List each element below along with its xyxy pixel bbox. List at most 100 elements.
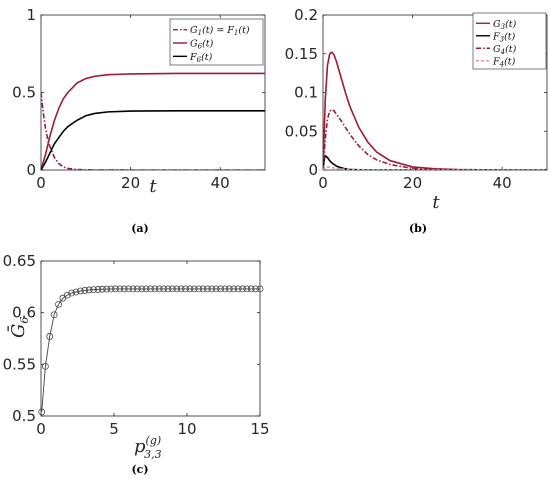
data-point	[98, 285, 106, 293]
y-tick-label: 0	[26, 161, 36, 179]
data-point	[55, 300, 62, 308]
x-tick-label: 40	[493, 174, 512, 192]
legend-label: F6(t)	[189, 52, 213, 64]
data-point	[90, 286, 97, 294]
panel-b: 0 20 40 0 0.05 0.1 0.15 0.2 t (b) G3(t)F3(t)G4(t)F…	[285, 6, 548, 235]
x-axis-label: t	[149, 176, 157, 197]
y-tick-label: 0.05	[285, 122, 318, 140]
data-point	[208, 285, 216, 293]
x-tick-label: 20	[121, 174, 140, 192]
data-point	[138, 285, 146, 293]
series-line-2	[323, 154, 547, 170]
legend-label: G3(t)	[493, 19, 517, 31]
data-point	[41, 362, 49, 370]
y-tick-label: 0.6	[12, 304, 36, 322]
x-tick-label: 0	[318, 174, 328, 192]
y-tick-label: 0.2	[294, 6, 318, 24]
data-point	[221, 285, 229, 293]
data-point	[199, 285, 207, 293]
y-tick-label: 0.1	[294, 84, 318, 102]
data-point	[256, 285, 264, 293]
data-point	[72, 288, 80, 296]
panel-caption: (c)	[131, 463, 148, 476]
legend-box	[472, 12, 547, 70]
data-point	[116, 285, 124, 293]
data-point	[120, 285, 128, 293]
data-point	[147, 285, 154, 293]
x-axis-label: t	[432, 192, 440, 213]
series-line-3	[41, 109, 265, 170]
series-line-1	[41, 92, 265, 170]
data-point	[112, 285, 119, 293]
panel-c: 0 5 10 15 0.5 0.55 0.6 0.65 p(g) 3,3 Ḡ6 (c)	[3, 252, 270, 476]
legend-label: F4(t)	[492, 56, 516, 68]
y-tick-label: 0.65	[3, 252, 36, 270]
legend-box	[169, 18, 264, 66]
data-point	[168, 285, 176, 293]
data-point	[151, 285, 159, 293]
y-tick-label: 1	[26, 6, 36, 24]
data-point	[173, 285, 181, 293]
x-axis-label: p(g) 3,3	[134, 434, 162, 461]
data-point	[164, 285, 172, 293]
y-tick-label: 0.55	[3, 355, 36, 373]
data-point	[230, 285, 238, 293]
data-point	[85, 286, 93, 294]
data-point	[247, 285, 255, 293]
data-point	[129, 285, 137, 293]
data-point	[107, 285, 115, 293]
data-point	[77, 287, 84, 295]
y-tick-label: 0.15	[285, 45, 318, 63]
panel-caption: (a)	[131, 222, 149, 235]
data-point	[195, 285, 203, 293]
panel-a: 0 20 40 0 0.5 1 t (a) G1(t) = F1(t)G6(t)F6(t)	[12, 6, 266, 235]
x-tick-label: 0	[36, 420, 46, 438]
legend: G1(t) = F1(t)G6(t)F6(t)	[169, 18, 264, 66]
series-line-3	[323, 108, 547, 170]
x-tick-label: 20	[403, 174, 422, 192]
data-point	[177, 285, 185, 293]
plot-frame	[40, 260, 261, 417]
data-point	[182, 285, 189, 293]
data-point	[94, 286, 102, 293]
x-tick-label: 40	[211, 174, 230, 192]
legend-label: G4(t)	[493, 44, 517, 56]
data-point	[38, 408, 46, 416]
data-point	[234, 285, 242, 293]
data-point	[225, 285, 233, 293]
data-point	[160, 285, 168, 293]
series-line-4	[323, 166, 547, 170]
legend-label: G6(t)	[190, 39, 214, 51]
data-point	[239, 285, 246, 293]
data-point	[252, 285, 260, 293]
data-point	[81, 287, 89, 294]
data-point	[50, 311, 58, 319]
data-point	[155, 285, 163, 293]
data-point	[212, 285, 220, 293]
data-point	[186, 285, 194, 293]
y-tick-label: 0	[308, 161, 318, 179]
data-point	[142, 285, 150, 293]
y-tick-label: 0.5	[12, 84, 36, 102]
series-line-1	[323, 51, 547, 170]
data-point	[63, 291, 71, 299]
x-tick-label: 10	[177, 420, 196, 438]
series-line-1	[41, 288, 260, 412]
panel-caption: (b)	[409, 222, 427, 235]
data-point	[217, 285, 224, 293]
data-point	[204, 285, 211, 293]
data-point	[103, 285, 111, 293]
y-axis-label: Ḡ6	[5, 317, 31, 338]
x-tick-label: 0	[36, 174, 46, 192]
data-point	[133, 285, 141, 293]
data-point	[68, 289, 76, 297]
legend-label: F3(t)	[492, 31, 516, 43]
data-point	[190, 285, 198, 293]
data-point	[46, 333, 54, 340]
legend: G3(t)F3(t)G4(t)F4(t)	[472, 12, 547, 70]
data-point	[243, 285, 251, 293]
data-point	[125, 285, 133, 293]
y-tick-label: 0.5	[12, 407, 36, 425]
series-line-2	[41, 72, 265, 170]
